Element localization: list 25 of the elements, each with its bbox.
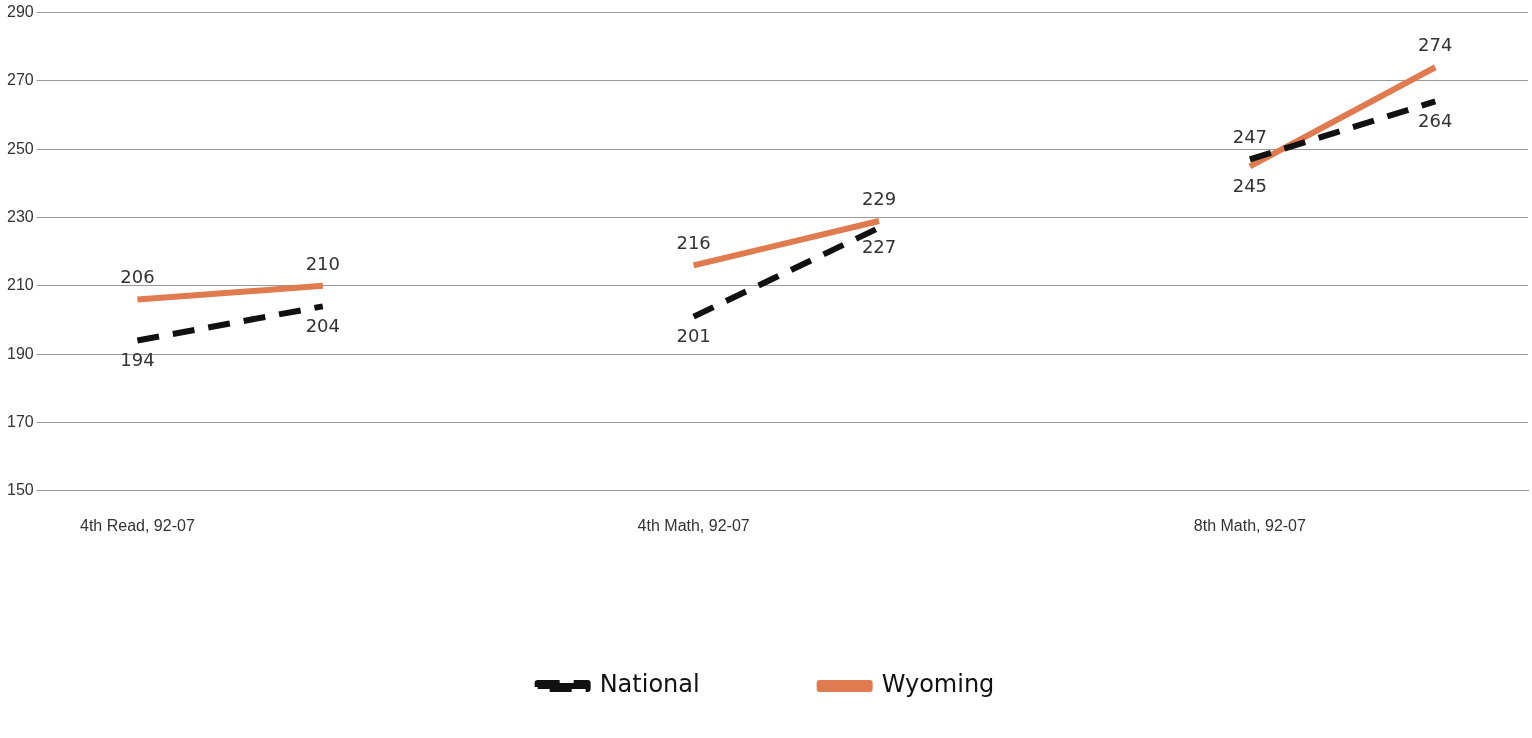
data-label: 229 — [861, 187, 897, 209]
y-tick-label: 190 — [6, 344, 34, 362]
data-label: 194 — [120, 349, 155, 371]
legend-label: National — [599, 670, 700, 699]
y-tick-label: 150 — [6, 481, 34, 499]
data-label: 227 — [861, 236, 897, 258]
data-label: 245 — [1232, 174, 1268, 196]
y-tick-label: 270 — [6, 71, 34, 89]
y-tick-label: 230 — [6, 207, 34, 225]
data-label: 204 — [305, 315, 340, 337]
data-label: 274 — [1418, 33, 1453, 55]
data-label: 247 — [1232, 126, 1268, 148]
data-label: 264 — [1418, 110, 1453, 132]
data-label: 206 — [120, 266, 155, 288]
x-tick-label: 4th Read, 92-07 — [80, 516, 195, 534]
x-tick-label: 4th Math, 92-07 — [637, 516, 750, 534]
y-tick-label: 290 — [6, 3, 34, 21]
y-tick-label: 250 — [6, 139, 34, 157]
legend-label: Wyoming — [881, 670, 995, 699]
y-tick-label: 170 — [6, 412, 34, 430]
y-tick-label: 210 — [6, 276, 34, 294]
data-label: 210 — [305, 252, 340, 274]
data-label: 201 — [676, 325, 711, 347]
data-label: 216 — [676, 232, 711, 254]
x-tick-label: 8th Math, 92-07 — [1193, 516, 1307, 534]
